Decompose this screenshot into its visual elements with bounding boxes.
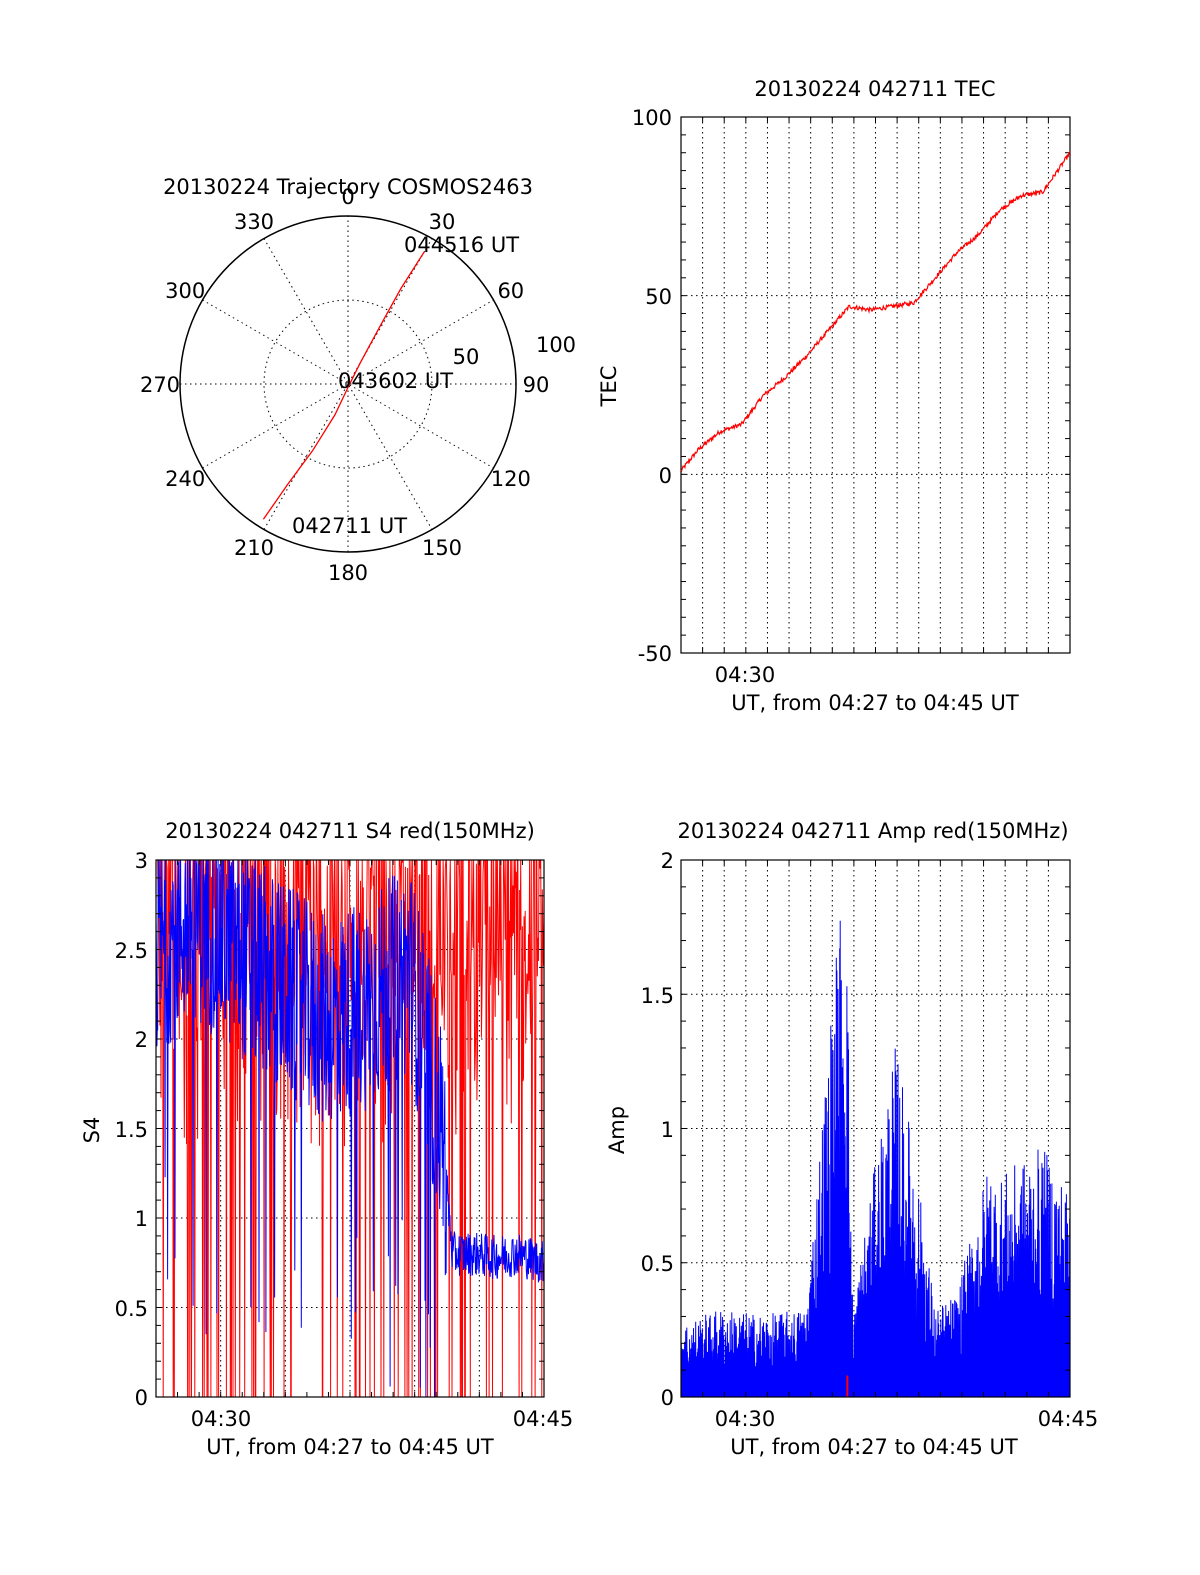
polar-spoke (263, 238, 433, 530)
amp-title: 20130224 042711 Amp red(150MHz) (677, 819, 1068, 843)
s4-ytick-0.5: 0.5 (115, 1297, 148, 1321)
amp-ytick-1: 1 (661, 1118, 674, 1142)
tec-minor-ticks (680, 116, 1071, 654)
polar-spoke (263, 238, 433, 530)
polar-angle-label: 30 (429, 210, 456, 234)
tec-ytick-50: 50 (645, 285, 672, 309)
tec-xtick-0430: 04:30 (715, 663, 776, 687)
amp-chart: 20130224 042711 Amp red(150MHz) 2 1.5 1 … (605, 819, 1098, 1459)
s4-xtick-0430: 04:30 (191, 1407, 252, 1431)
tec-chart: 20130224 042711 TEC 100 50 0 -50 04:30 U… (597, 77, 1071, 715)
s4-ytick-0: 0 (135, 1386, 148, 1410)
polar-angle-label: 150 (422, 536, 462, 560)
amp-xtick-0430: 04:30 (715, 1407, 776, 1431)
amp-ylabel: Amp (605, 1106, 629, 1154)
s4-xtick-0445: 04:45 (513, 1407, 574, 1431)
amp-xlabel: UT, from 04:27 to 04:45 UT (730, 1435, 1018, 1459)
polar-trajectory-chart: 20130224 Trajectory COSMOS2463 0 30 60 90 12… (140, 175, 576, 585)
polar-angle-label: 210 (234, 536, 274, 560)
tec-grid (681, 117, 1070, 653)
polar-angle-label: 90 (523, 373, 550, 397)
s4-ytick-1: 1 (135, 1207, 148, 1231)
amp-blue-series (680, 920, 1071, 1398)
polar-spoke (202, 299, 494, 469)
tec-series-line (680, 150, 1071, 473)
polar-spoke (202, 299, 494, 469)
polar-radial-label-50: 50 (453, 345, 480, 369)
polar-angle-label: 270 (140, 373, 180, 397)
polar-angle-label: 120 (491, 467, 531, 491)
polar-inner-ring (263, 299, 433, 469)
polar-angle-labels: 0 30 60 90 120 150 180 210 240 270 300 330 (140, 185, 549, 585)
s4-chart: 20130224 042711 S4 red(150MHz) 3 2.5 2 1… (80, 819, 573, 1459)
polar-grid (179, 215, 517, 553)
s4-ylabel: S4 (80, 1117, 104, 1144)
s4-ytick-1.5: 1.5 (115, 1118, 148, 1142)
polar-angle-label: 300 (165, 279, 205, 303)
tec-ytick-100: 100 (632, 106, 672, 130)
polar-angle-label: 0 (341, 185, 354, 209)
s4-minor-ticks (155, 859, 545, 1398)
polar-annotation-end: 044516 UT (404, 233, 519, 257)
polar-angle-label: 60 (497, 279, 524, 303)
tec-ytick-0: 0 (659, 464, 672, 488)
polar-angle-label: 180 (328, 561, 368, 585)
s4-title: 20130224 042711 S4 red(150MHz) (165, 819, 535, 843)
s4-ytick-3: 3 (135, 849, 148, 873)
tec-title: 20130224 042711 TEC (754, 77, 995, 101)
polar-annotation-start: 042711 UT (292, 514, 407, 538)
amp-ytick-0.5: 0.5 (641, 1252, 674, 1276)
polar-angle-label: 330 (234, 210, 274, 234)
amp-ytick-1.5: 1.5 (641, 984, 674, 1008)
s4-blue-series (155, 859, 545, 1398)
amp-ytick-2: 2 (661, 849, 674, 873)
s4-ytick-2.5: 2.5 (115, 939, 148, 963)
tec-ylabel: TEC (597, 366, 621, 408)
s4-ytick-2: 2 (135, 1028, 148, 1052)
s4-xlabel: UT, from 04:27 to 04:45 UT (206, 1435, 494, 1459)
polar-radial-label-100: 100 (536, 333, 576, 357)
amp-minor-ticks (680, 859, 1071, 1398)
polar-angle-label: 240 (165, 467, 205, 491)
tec-ytick-neg50: -50 (638, 642, 672, 666)
amp-ytick-0: 0 (661, 1386, 674, 1410)
tec-xlabel: UT, from 04:27 to 04:45 UT (731, 691, 1019, 715)
polar-trajectory-line (262, 251, 425, 520)
amp-xtick-0445: 04:45 (1038, 1407, 1099, 1431)
polar-annotation-mid: 043602 UT (338, 369, 453, 393)
polar-title: 20130224 Trajectory COSMOS2463 (163, 175, 533, 199)
